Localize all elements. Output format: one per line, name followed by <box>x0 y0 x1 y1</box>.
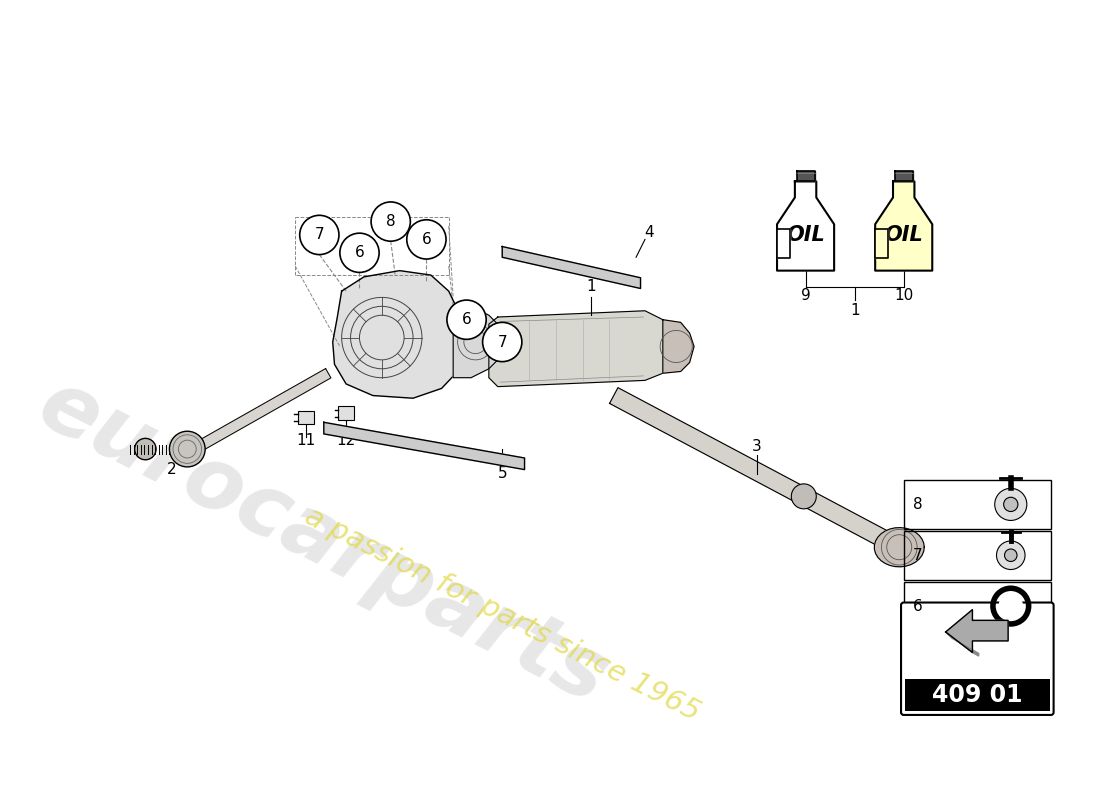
Text: 7: 7 <box>913 548 922 562</box>
Text: eurocarparts: eurocarparts <box>25 363 623 722</box>
Text: 409 01: 409 01 <box>932 683 1022 707</box>
Polygon shape <box>946 632 979 656</box>
Text: 8: 8 <box>386 214 396 229</box>
Circle shape <box>371 202 410 241</box>
Circle shape <box>447 300 486 339</box>
Polygon shape <box>777 229 790 258</box>
Text: a passion for parts since 1965: a passion for parts since 1965 <box>300 502 705 726</box>
FancyBboxPatch shape <box>338 406 354 420</box>
Polygon shape <box>609 388 903 555</box>
Text: 10: 10 <box>894 288 913 303</box>
FancyBboxPatch shape <box>298 410 314 424</box>
Text: 3: 3 <box>751 439 761 454</box>
Text: OIL: OIL <box>884 225 923 245</box>
Text: 8: 8 <box>913 497 922 512</box>
Text: 7: 7 <box>497 334 507 350</box>
Circle shape <box>340 233 379 273</box>
Polygon shape <box>874 528 924 567</box>
Polygon shape <box>796 170 814 182</box>
Polygon shape <box>663 320 694 374</box>
Text: 2: 2 <box>167 462 177 477</box>
Polygon shape <box>332 270 462 398</box>
Circle shape <box>997 541 1025 570</box>
Circle shape <box>134 438 156 460</box>
Circle shape <box>483 322 521 362</box>
Text: OIL: OIL <box>786 225 825 245</box>
Circle shape <box>169 431 205 467</box>
Text: 11: 11 <box>296 433 316 448</box>
FancyBboxPatch shape <box>904 679 1050 711</box>
Text: 6: 6 <box>421 232 431 247</box>
Circle shape <box>999 594 1022 618</box>
Polygon shape <box>876 229 888 258</box>
Circle shape <box>994 488 1026 521</box>
FancyBboxPatch shape <box>901 602 1054 715</box>
Polygon shape <box>488 310 670 386</box>
Text: 6: 6 <box>462 312 472 327</box>
Text: 4: 4 <box>645 225 654 240</box>
Circle shape <box>791 484 816 509</box>
Circle shape <box>407 220 446 259</box>
Polygon shape <box>453 306 503 378</box>
Polygon shape <box>323 422 525 470</box>
Text: 6: 6 <box>913 598 923 614</box>
Circle shape <box>299 215 339 254</box>
Circle shape <box>1003 498 1018 511</box>
Polygon shape <box>191 369 331 454</box>
Text: 7: 7 <box>315 227 324 242</box>
Text: 6: 6 <box>354 246 364 260</box>
Polygon shape <box>946 610 1008 653</box>
Polygon shape <box>777 182 834 270</box>
Polygon shape <box>894 170 913 182</box>
Text: 9: 9 <box>801 288 811 303</box>
Text: 5: 5 <box>497 466 507 481</box>
Polygon shape <box>503 246 640 289</box>
Text: 1: 1 <box>586 279 596 294</box>
Text: 1: 1 <box>850 303 859 318</box>
Circle shape <box>1004 549 1018 562</box>
Text: 12: 12 <box>337 433 355 448</box>
Polygon shape <box>876 182 933 270</box>
